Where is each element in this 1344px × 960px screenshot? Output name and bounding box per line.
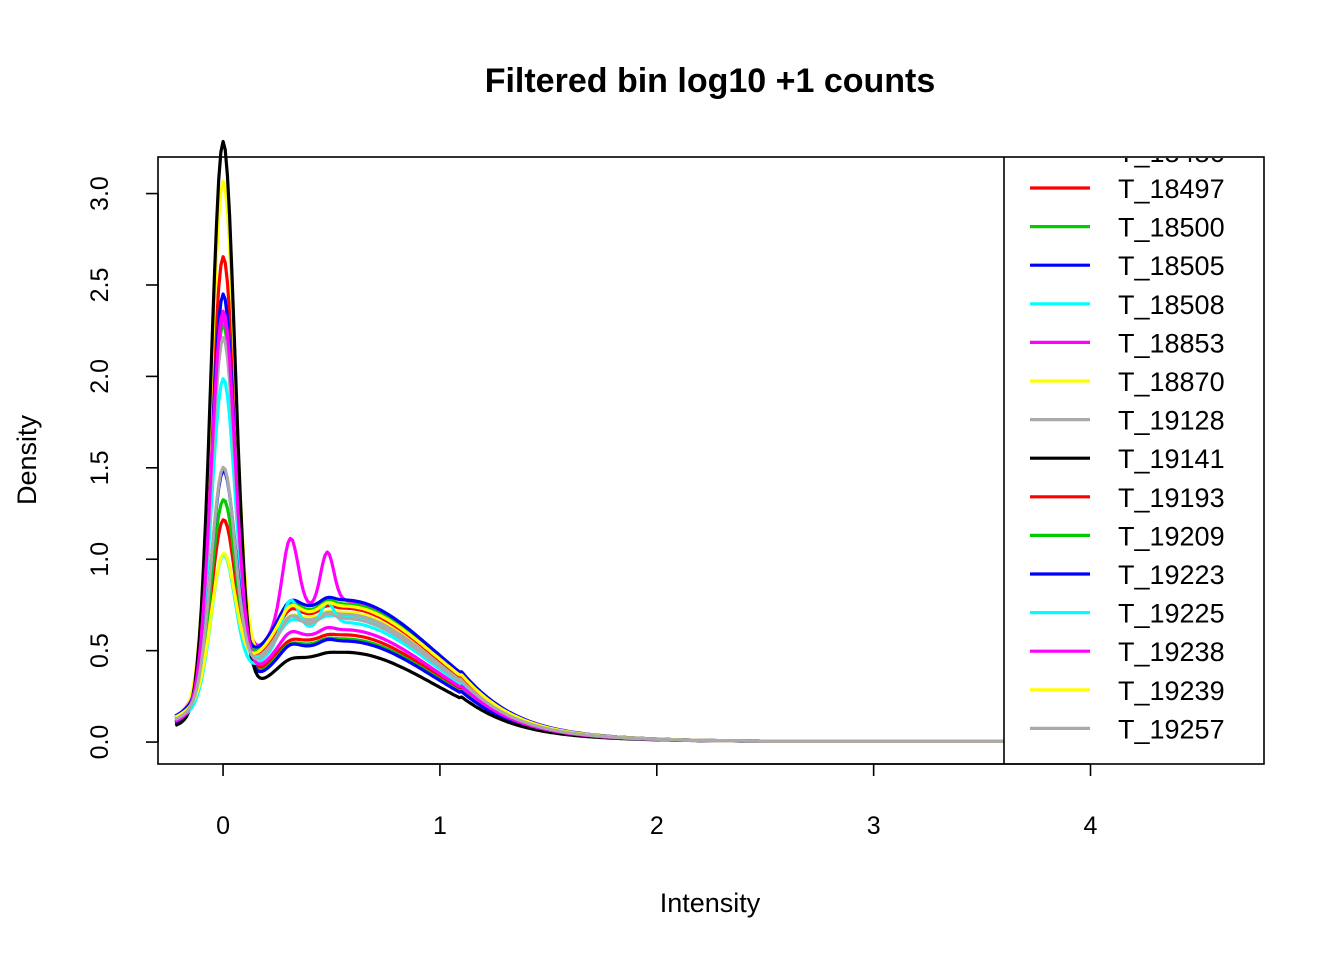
y-tick-label: 2.0 [86,359,114,394]
legend-label: T_19257 [1118,714,1225,744]
x-tick-label: 2 [650,812,664,840]
x-axis: 0 1 2 3 4 [216,763,1098,840]
legend-label: T_19225 [1118,599,1225,629]
y-tick-label: 1.0 [86,542,114,577]
x-tick-label: 1 [433,812,447,840]
legend-label: T_19238 [1118,637,1225,667]
legend-label: T_19239 [1118,676,1225,706]
legend-label: T_19223 [1118,560,1225,590]
y-tick-label: 3.0 [86,176,114,211]
y-axis-label: Density [12,414,42,505]
legend-label: T_19141 [1118,444,1225,474]
legend-label: T_19193 [1118,483,1225,513]
legend-label: T_18497 [1118,174,1225,204]
x-tick-label: 4 [1084,812,1098,840]
legend-label: T_18853 [1118,328,1225,358]
legend-label: T_19209 [1118,521,1225,551]
legend: T_18486 T_18497 T_18500 T_18505 T_18508 T_18… [1003,138,1263,764]
legend-partial-label: T_18486 [1118,138,1225,168]
legend-items: T_18486 T_18497 T_18500 T_18505 T_18508 T_18… [1030,138,1225,744]
x-tick-label: 3 [867,812,881,840]
legend-background [1004,158,1263,763]
y-tick-label: 1.5 [86,450,114,485]
x-tick-label: 0 [216,812,230,840]
y-tick-label: 2.5 [86,268,114,303]
x-axis-label: Intensity [660,888,761,918]
y-tick-label: 0.0 [86,725,114,760]
legend-label: T_18500 [1118,213,1225,243]
legend-label: T_18508 [1118,290,1225,320]
y-axis: 0.0 0.5 1.0 1.5 2.0 2.5 3.0 [86,176,159,760]
y-tick-label: 0.5 [86,633,114,668]
chart-title: Filtered bin log10 +1 counts [485,62,936,100]
legend-label: T_18870 [1118,367,1225,397]
legend-label: T_18505 [1118,251,1225,281]
legend-label: T_19128 [1118,406,1225,436]
